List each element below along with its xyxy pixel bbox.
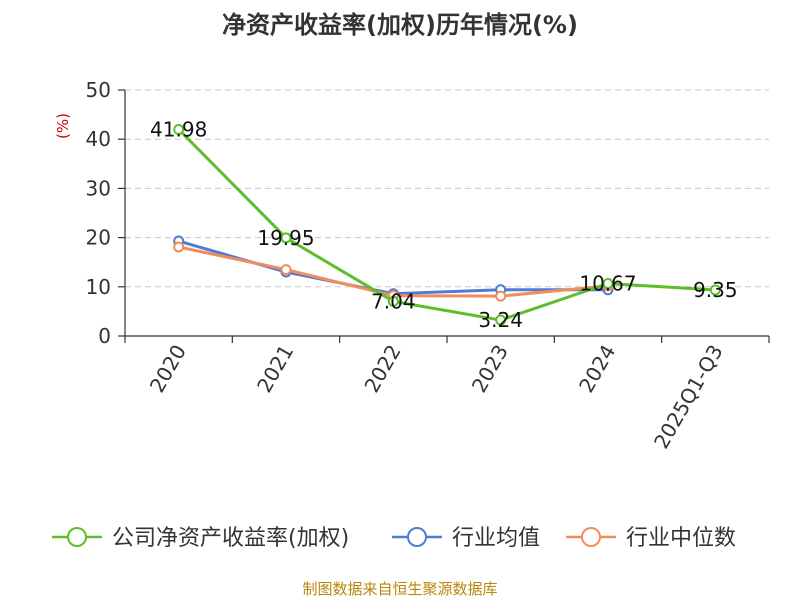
legend-label: 行业中位数 (626, 526, 736, 551)
data-label: 7.04 (371, 289, 416, 313)
x-tick-label: 2022 (359, 341, 405, 397)
data-label: 3.24 (478, 308, 523, 332)
series-2 (173, 241, 614, 302)
y-tick-label: 10 (86, 275, 111, 299)
data-point (280, 232, 292, 244)
data-point (173, 241, 185, 253)
x-tick-label: 2024 (574, 341, 620, 397)
data-labels: 41.98 19.95 7.04 3.24 10.67 9.35 (150, 117, 738, 332)
x-tick-label: 2020 (145, 341, 191, 397)
legend-item: 公司净资产收益率(加权) (52, 526, 349, 551)
data-point (495, 290, 507, 302)
series-line (178, 239, 608, 296)
data-point (280, 264, 292, 276)
data-point (387, 295, 399, 307)
legend-marker (407, 527, 427, 547)
series-line (177, 128, 716, 322)
legend: 公司净资产收益率(加权) 行业均值 行业中位数 (52, 526, 736, 551)
y-tick-label: 20 (86, 226, 111, 250)
x-tick-label: 2025Q1-Q3 (649, 341, 728, 453)
data-label: 10.67 (579, 272, 636, 296)
legend-label: 行业均值 (452, 526, 540, 551)
legend-item: 行业中位数 (566, 526, 736, 551)
data-point (173, 123, 185, 135)
legend-item: 行业均值 (392, 526, 540, 551)
source-note: 制图数据来自恒生聚源数据库 (302, 580, 497, 598)
legend-label: 公司净资产收益率(加权) (112, 526, 349, 551)
y-tick-label: 50 (86, 78, 111, 102)
data-label: 41.98 (150, 117, 207, 141)
legend-marker (67, 527, 87, 547)
data-point (495, 314, 507, 326)
grid (125, 89, 769, 288)
series-layer (173, 123, 721, 326)
x-tick-label: 2021 (252, 341, 298, 397)
chart-title: 净资产收益率(加权)历年情况(%) (222, 11, 578, 39)
data-point (709, 284, 721, 296)
y-axis-label: (%) (54, 113, 72, 139)
legend-marker (581, 527, 601, 547)
x-tick-label: 2023 (467, 340, 513, 396)
y-tick-label: 40 (86, 127, 111, 151)
data-label: 19.95 (257, 226, 314, 250)
y-tick-label: 0 (98, 324, 111, 348)
y-tick-label: 30 (86, 176, 111, 200)
series-0 (173, 123, 721, 326)
data-point (602, 278, 614, 290)
data-label: 9.35 (693, 278, 738, 302)
